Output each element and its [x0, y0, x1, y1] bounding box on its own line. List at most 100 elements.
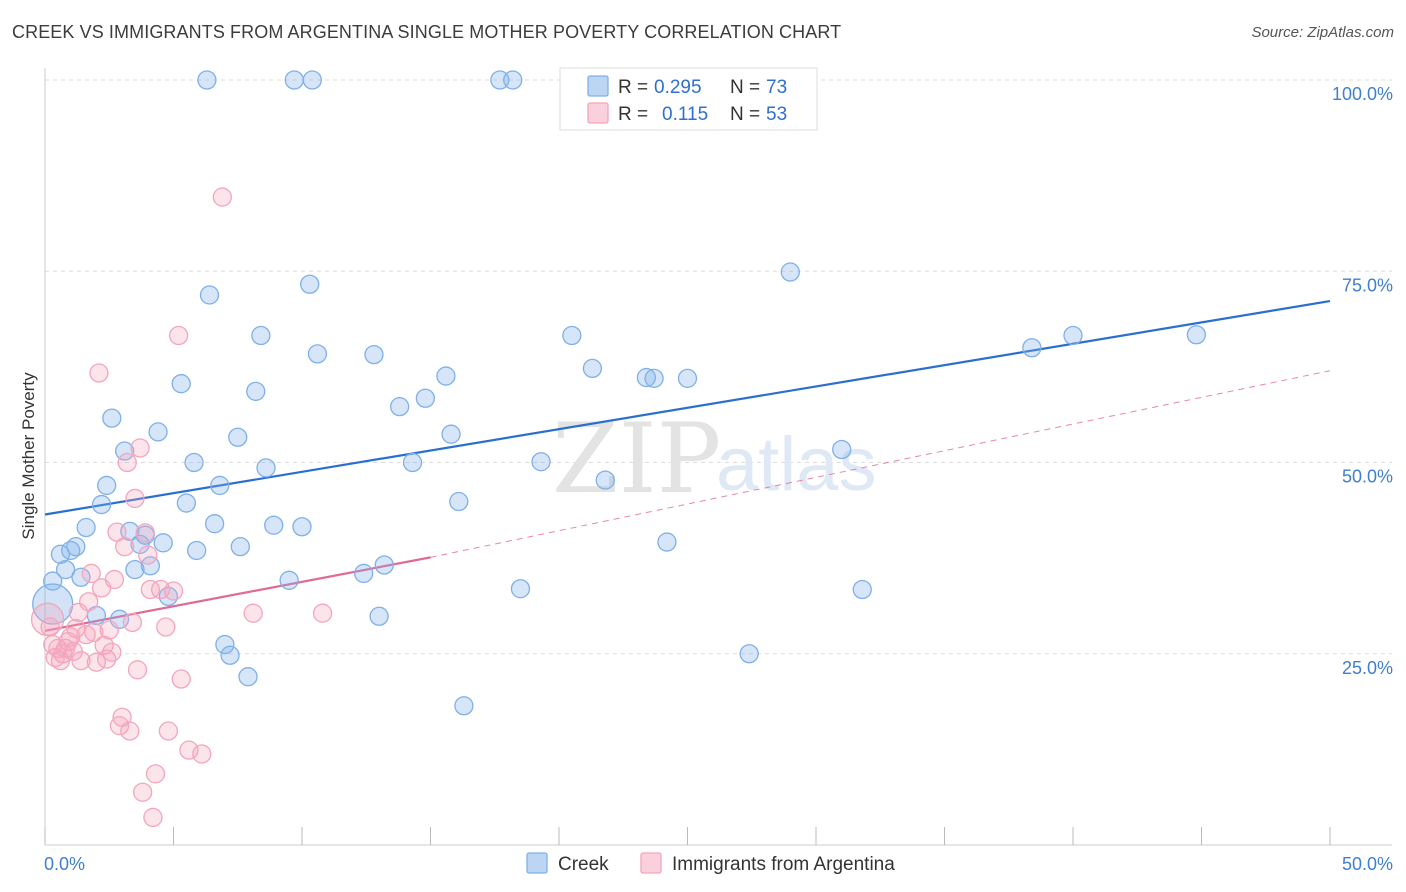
creek-point: [66, 537, 86, 557]
argentina-point: [71, 650, 91, 671]
creek-point: [76, 517, 96, 538]
creek-point: [197, 70, 217, 90]
bottom-legend-swatch-argentina: [640, 852, 662, 874]
legend-n-label-creek: N =: [730, 77, 760, 98]
argentina-point: [115, 537, 135, 557]
bottom-legend-label-creek: Creek: [558, 854, 609, 875]
argentina-points: [30, 187, 333, 828]
y-tick-label: 75.0%: [1342, 275, 1393, 295]
creek-point: [102, 408, 122, 428]
creek-point: [125, 559, 145, 580]
y-tick-label: 50.0%: [1342, 467, 1393, 487]
creek-point: [1186, 325, 1207, 345]
bottom-legend-swatch-creek: [526, 852, 548, 874]
creek-point: [91, 494, 112, 515]
creek-points: [32, 70, 1207, 716]
argentina-point: [156, 617, 176, 637]
gridlines: [45, 79, 1392, 655]
creek-point: [230, 537, 250, 557]
creek-point: [436, 366, 456, 386]
creek-point: [115, 441, 135, 461]
creek-point: [158, 586, 179, 607]
argentina-point: [145, 764, 166, 784]
watermark-zip: ZIP: [552, 403, 721, 515]
creek-point: [246, 381, 266, 402]
argentina-point: [122, 612, 143, 633]
creek-point: [43, 571, 63, 591]
creek-point: [374, 555, 394, 575]
creek-point: [228, 427, 248, 447]
creek-point: [171, 374, 191, 394]
argentina-point: [312, 603, 333, 623]
argentina-point: [102, 642, 122, 662]
creek-point: [55, 559, 76, 580]
argentina-point: [138, 545, 158, 565]
creek-point: [220, 645, 240, 665]
legend-r-value-creek: 0.295: [654, 77, 702, 98]
argentina-point: [40, 617, 60, 637]
creek-point: [71, 567, 91, 587]
creek-point: [210, 475, 230, 496]
creek-point: [130, 534, 150, 555]
argentina-point: [171, 669, 191, 689]
creek-point: [1063, 325, 1083, 346]
creek-point: [148, 422, 168, 442]
creek-point: [186, 540, 207, 561]
trend-lines: [44, 299, 1331, 632]
creek-point: [503, 70, 523, 90]
argentina-point: [99, 620, 119, 640]
argentina-point: [84, 622, 104, 642]
creek-point: [300, 274, 320, 294]
argentina-point: [163, 581, 184, 601]
argentina-point: [76, 624, 96, 645]
argentina-point: [130, 438, 150, 458]
creek-point: [302, 70, 322, 90]
creek-point: [292, 517, 312, 537]
creek-point: [264, 515, 284, 535]
creek-point: [454, 696, 474, 716]
argentina-point: [120, 721, 140, 741]
argentina-point: [79, 592, 99, 612]
argentina-point: [81, 563, 101, 584]
creek-point: [595, 470, 615, 490]
creek-point: [176, 493, 197, 513]
argentina-point: [104, 569, 125, 590]
creek-point: [402, 452, 423, 473]
creek-point: [284, 70, 304, 90]
creek-point: [307, 344, 328, 364]
argentina-point: [243, 603, 263, 623]
argentina-point: [168, 325, 189, 346]
y-tick-label: 100.0%: [1332, 84, 1393, 104]
creek-point: [354, 563, 374, 584]
source-label: Source: ZipAtlas.com: [1251, 24, 1394, 41]
axes: [44, 68, 1392, 846]
creek-point: [184, 452, 204, 473]
creek-point: [852, 579, 872, 600]
legend-n-value-argentina: 53: [766, 104, 787, 125]
creek-point: [251, 325, 271, 346]
bottom-legend-label-argentina: Immigrants from Argentina: [672, 854, 895, 875]
creek-point: [510, 579, 531, 599]
creek-point: [644, 368, 664, 389]
legend-swatch-argentina: [587, 102, 609, 124]
creek-point: [636, 367, 657, 388]
legend-n-label-argentina: N =: [730, 104, 760, 125]
creek-point: [441, 424, 461, 444]
creek-point: [199, 285, 220, 305]
creek-point: [562, 325, 582, 346]
argentina-point: [89, 363, 109, 383]
creek-point: [97, 475, 117, 496]
x-tick-label: 50.0%: [1342, 854, 1393, 874]
creek-point: [677, 368, 698, 389]
y-axis-label: Single Mother Poverty: [19, 372, 38, 540]
argentina-point: [192, 744, 212, 764]
creek-point: [61, 540, 81, 561]
creek-point: [364, 344, 384, 365]
argentina-trend-line: [44, 556, 431, 632]
creek-point: [832, 439, 852, 460]
creek-point: [780, 262, 800, 282]
argentina-point: [127, 660, 148, 680]
argentina-point: [143, 807, 163, 828]
creek-point: [739, 644, 759, 664]
